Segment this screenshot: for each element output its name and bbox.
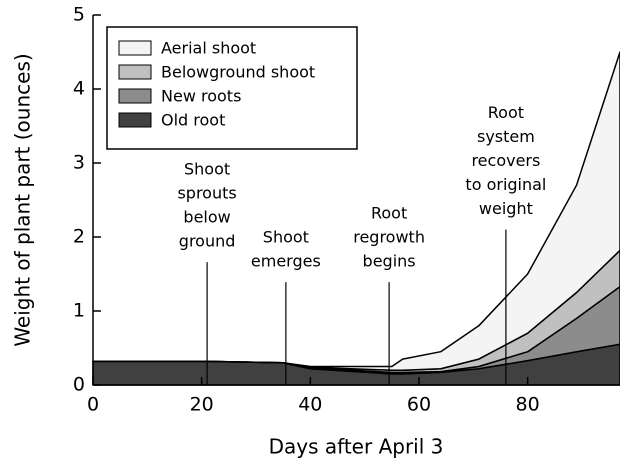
legend-swatch — [118, 88, 152, 104]
x-tick-label: 40 — [298, 394, 322, 416]
x-axis-title: Days after April 3 — [269, 435, 444, 459]
area — [92, 51, 620, 371]
y-tick-label: 0 — [73, 374, 85, 396]
annotation-text: system — [477, 127, 535, 146]
y-tick-label: 4 — [73, 78, 85, 100]
y-tick-label: 3 — [73, 152, 85, 174]
annotation-text: Root — [371, 204, 407, 223]
annotation-text: weight — [479, 199, 533, 218]
legend-swatch — [118, 64, 152, 80]
annotation-text: Shoot — [184, 160, 230, 179]
legend-swatch — [118, 112, 152, 128]
legend-label: Aerial shoot — [161, 39, 256, 58]
annotation-text: ground — [179, 232, 236, 251]
y-tick-label: 2 — [73, 226, 85, 248]
annotation-text: regrowth — [353, 228, 425, 247]
annotation-text: emerges — [251, 252, 321, 271]
y-axis-title: Weight of plant part (ounces) — [11, 53, 35, 346]
x-tick-label: 20 — [190, 394, 214, 416]
x-tick-label: 80 — [516, 394, 540, 416]
x-tick-label: 0 — [87, 394, 99, 416]
y-tick-label: 1 — [73, 300, 85, 322]
x-tick-label: 60 — [407, 394, 431, 416]
legend-label: Belowground shoot — [161, 63, 315, 82]
legend-swatch — [118, 40, 152, 56]
annotation-text: to original — [465, 175, 546, 194]
y-tick-label: 5 — [73, 4, 85, 26]
legend-label: New roots — [161, 87, 241, 106]
annotation-text: Shoot — [263, 228, 309, 247]
annotation-text: begins — [363, 252, 416, 271]
annotation-text: below — [183, 208, 230, 227]
legend-label: Old root — [161, 111, 225, 130]
annotation-text: sprouts — [177, 184, 236, 203]
annotation-text: recovers — [471, 151, 540, 170]
annotation-text: Root — [488, 103, 524, 122]
